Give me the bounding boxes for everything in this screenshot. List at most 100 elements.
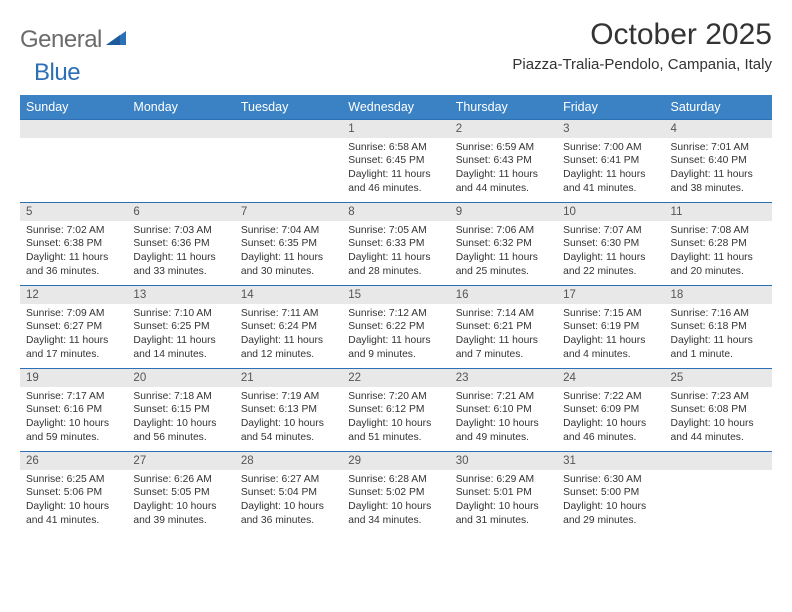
sunrise-line: Sunrise: 6:27 AM: [241, 473, 336, 487]
sunrise-line: Sunrise: 7:04 AM: [241, 224, 336, 238]
day-number-cell: [665, 452, 772, 470]
day-data-row: Sunrise: 7:09 AMSunset: 6:27 PM Daylight:…: [20, 304, 772, 369]
daylight-line: Daylight: 10 hours and 41 minutes.: [26, 500, 121, 528]
day-number-cell: [20, 120, 127, 138]
daylight-line: Daylight: 11 hours and 33 minutes.: [133, 251, 228, 279]
day-data-cell: Sunrise: 7:17 AMSunset: 6:16 PMDaylight:…: [20, 387, 127, 452]
daylight-line: Daylight: 11 hours and 9 minutes.: [348, 334, 443, 362]
day-data-row: Sunrise: 6:25 AMSunset: 5:06 PMDaylight:…: [20, 470, 772, 535]
day-data-cell: Sunrise: 7:06 AMSunset: 6:32 PMDaylight:…: [450, 221, 557, 286]
logo-text-general: General: [20, 26, 102, 54]
day-data-cell: Sunrise: 7:21 AMSunset: 6:10 PMDaylight:…: [450, 387, 557, 452]
day-number-cell: 26: [20, 452, 127, 470]
sunrise-line: Sunrise: 7:02 AM: [26, 224, 121, 238]
day-number-cell: 20: [127, 369, 234, 387]
sunset-line: Sunset: 5:01 PM: [456, 486, 551, 500]
daylight-line: Daylight: 11 hours and 36 minutes.: [26, 251, 121, 279]
daylight-line: Daylight: 10 hours and 44 minutes.: [671, 417, 766, 445]
sunset-line: Sunset: 6:36 PM: [133, 237, 228, 251]
day-data-cell: Sunrise: 7:19 AMSunset: 6:13 PMDaylight:…: [235, 387, 342, 452]
day-number-cell: 1: [342, 120, 449, 138]
day-number-row: 1234: [20, 120, 772, 138]
daylight-line: Daylight: 11 hours and 22 minutes.: [563, 251, 658, 279]
day-header: Saturday: [665, 95, 772, 120]
sunset-line: Sunset: 6:41 PM: [563, 154, 658, 168]
day-number-cell: 9: [450, 203, 557, 221]
day-number-cell: 29: [342, 452, 449, 470]
sunset-line: Sunset: 6:30 PM: [563, 237, 658, 251]
day-header: Friday: [557, 95, 664, 120]
day-data-cell: Sunrise: 6:26 AMSunset: 5:05 PMDaylight:…: [127, 470, 234, 535]
day-number-cell: 27: [127, 452, 234, 470]
day-number-cell: 28: [235, 452, 342, 470]
day-header: Monday: [127, 95, 234, 120]
day-number-cell: 11: [665, 203, 772, 221]
day-number-cell: 22: [342, 369, 449, 387]
day-number-cell: 31: [557, 452, 664, 470]
day-data-cell: Sunrise: 7:22 AMSunset: 6:09 PMDaylight:…: [557, 387, 664, 452]
sunset-line: Sunset: 5:00 PM: [563, 486, 658, 500]
logo-text-blue: Blue: [34, 59, 80, 87]
day-number-row: 262728293031: [20, 452, 772, 470]
daylight-line: Daylight: 11 hours and 38 minutes.: [671, 168, 766, 196]
daylight-line: Daylight: 11 hours and 30 minutes.: [241, 251, 336, 279]
day-number-cell: 5: [20, 203, 127, 221]
day-number-row: 12131415161718: [20, 286, 772, 304]
day-data-row: Sunrise: 7:17 AMSunset: 6:16 PMDaylight:…: [20, 387, 772, 452]
sunset-line: Sunset: 5:06 PM: [26, 486, 121, 500]
sunrise-line: Sunrise: 6:26 AM: [133, 473, 228, 487]
day-number-cell: 19: [20, 369, 127, 387]
daylight-line: Daylight: 11 hours and 7 minutes.: [456, 334, 551, 362]
sunrise-line: Sunrise: 7:17 AM: [26, 390, 121, 404]
sunrise-line: Sunrise: 7:01 AM: [671, 141, 766, 155]
day-data-cell: Sunrise: 7:05 AMSunset: 6:33 PMDaylight:…: [342, 221, 449, 286]
day-header-row: Sunday Monday Tuesday Wednesday Thursday…: [20, 95, 772, 120]
logo: General: [20, 18, 130, 54]
day-number-cell: 12: [20, 286, 127, 304]
sunset-line: Sunset: 6:09 PM: [563, 403, 658, 417]
sunset-line: Sunset: 5:02 PM: [348, 486, 443, 500]
daylight-line: Daylight: 10 hours and 36 minutes.: [241, 500, 336, 528]
sunset-line: Sunset: 6:27 PM: [26, 320, 121, 334]
day-data-cell: Sunrise: 7:20 AMSunset: 6:12 PMDaylight:…: [342, 387, 449, 452]
day-data-row: Sunrise: 6:58 AMSunset: 6:45 PMDaylight:…: [20, 138, 772, 203]
sunset-line: Sunset: 6:21 PM: [456, 320, 551, 334]
sunrise-line: Sunrise: 7:20 AM: [348, 390, 443, 404]
day-number-cell: 2: [450, 120, 557, 138]
daylight-line: Daylight: 11 hours and 20 minutes.: [671, 251, 766, 279]
day-data-cell: Sunrise: 6:29 AMSunset: 5:01 PMDaylight:…: [450, 470, 557, 535]
sunset-line: Sunset: 6:43 PM: [456, 154, 551, 168]
sunrise-line: Sunrise: 7:08 AM: [671, 224, 766, 238]
daylight-line: Daylight: 10 hours and 51 minutes.: [348, 417, 443, 445]
sunset-line: Sunset: 6:13 PM: [241, 403, 336, 417]
day-number-cell: 8: [342, 203, 449, 221]
sunrise-line: Sunrise: 7:00 AM: [563, 141, 658, 155]
day-number-cell: 14: [235, 286, 342, 304]
sunrise-line: Sunrise: 6:28 AM: [348, 473, 443, 487]
sunset-line: Sunset: 6:35 PM: [241, 237, 336, 251]
day-data-cell: Sunrise: 6:25 AMSunset: 5:06 PMDaylight:…: [20, 470, 127, 535]
day-number-cell: 23: [450, 369, 557, 387]
sunrise-line: Sunrise: 7:22 AM: [563, 390, 658, 404]
sunrise-line: Sunrise: 6:58 AM: [348, 141, 443, 155]
sunrise-line: Sunrise: 7:15 AM: [563, 307, 658, 321]
day-header: Sunday: [20, 95, 127, 120]
sunrise-line: Sunrise: 7:21 AM: [456, 390, 551, 404]
day-number-cell: [127, 120, 234, 138]
daylight-line: Daylight: 11 hours and 25 minutes.: [456, 251, 551, 279]
day-data-cell: Sunrise: 7:09 AMSunset: 6:27 PMDaylight:…: [20, 304, 127, 369]
day-data-cell: [127, 138, 234, 203]
sunrise-line: Sunrise: 7:09 AM: [26, 307, 121, 321]
sunrise-line: Sunrise: 6:25 AM: [26, 473, 121, 487]
day-number-cell: 17: [557, 286, 664, 304]
sunrise-line: Sunrise: 7:10 AM: [133, 307, 228, 321]
day-data-cell: [20, 138, 127, 203]
daylight-line: Daylight: 11 hours and 4 minutes.: [563, 334, 658, 362]
sunrise-line: Sunrise: 7:11 AM: [241, 307, 336, 321]
day-data-cell: Sunrise: 7:07 AMSunset: 6:30 PMDaylight:…: [557, 221, 664, 286]
month-title: October 2025: [512, 18, 772, 52]
day-number-cell: 13: [127, 286, 234, 304]
day-header: Wednesday: [342, 95, 449, 120]
daylight-line: Daylight: 10 hours and 46 minutes.: [563, 417, 658, 445]
day-data-cell: Sunrise: 7:08 AMSunset: 6:28 PMDaylight:…: [665, 221, 772, 286]
